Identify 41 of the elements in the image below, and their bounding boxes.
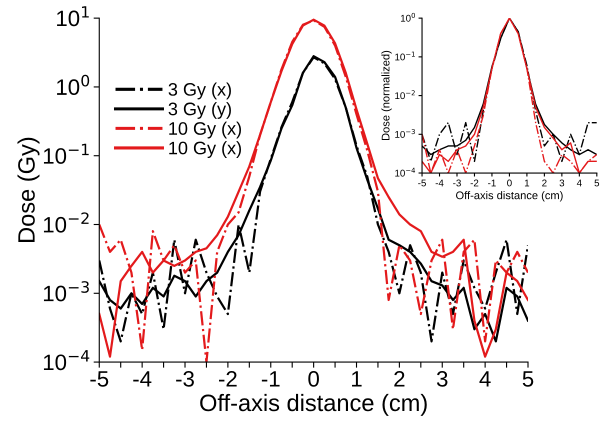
y-tick-label: 10$^{−4}$ xyxy=(44,350,90,370)
x-tick-label: -4 xyxy=(133,371,152,387)
y-tick-label: 10$^{1}$ xyxy=(57,6,89,26)
legend-label: 3 Gy (x) xyxy=(168,82,231,100)
x-tick-label: 4 xyxy=(576,180,582,186)
y-tick-label: 10$^{−1}$ xyxy=(44,144,89,164)
y-tick-label: 10$^{−4}$ xyxy=(395,168,416,177)
x-tick-label: 1 xyxy=(524,180,530,186)
x-tick-label: -5 xyxy=(418,180,426,186)
legend-label: 10 Gy (x) xyxy=(169,122,241,138)
x-axis-title: Off-axis distance (cm) xyxy=(456,191,563,202)
x-tick-label: 2 xyxy=(542,180,547,186)
x-tick-label: -3 xyxy=(176,370,194,387)
y-tick-label: 10$^{−2}$ xyxy=(395,90,415,100)
y-axis-title: Dose (Gy) xyxy=(17,138,40,242)
y-tick-label: 10$^{0}$ xyxy=(57,74,90,96)
x-tick-label: 0 xyxy=(507,180,512,186)
x-tick-label: 2 xyxy=(394,370,404,387)
x-tick-label: -2 xyxy=(218,370,237,387)
x-tick-label: -4 xyxy=(436,180,444,186)
y-tick-label: 10$^{0}$ xyxy=(400,12,416,22)
legend-label: 10 Gy (x) xyxy=(169,141,241,158)
x-tick-label: 1 xyxy=(352,371,362,387)
y-tick-label: 10$^{−3}$ xyxy=(44,281,89,302)
x-tick-label: -2 xyxy=(470,180,478,186)
x-tick-label: 0 xyxy=(308,370,319,387)
y-axis-title: Dose (normalized) xyxy=(381,50,392,140)
x-tick-label: 4 xyxy=(479,371,491,387)
x-tick-label: 5 xyxy=(522,371,534,387)
y-tick-label: 10$^{−3}$ xyxy=(395,128,415,138)
x-tick-label: -1 xyxy=(488,180,496,186)
y-tick-label: 10$^{−2}$ xyxy=(44,212,89,233)
x-tick-label: -1 xyxy=(262,371,280,387)
legend-label: 3 Gy (y) xyxy=(168,102,231,119)
x-tick-label: 3 xyxy=(436,370,448,387)
x-tick-label: -5 xyxy=(90,371,108,387)
x-axis-title: Off-axis distance (cm) xyxy=(200,394,427,416)
x-tick-label: 5 xyxy=(594,180,600,186)
y-tick-label: 10$^{−1}$ xyxy=(395,52,415,60)
x-tick-label: 3 xyxy=(560,180,564,186)
x-tick-label: -3 xyxy=(453,180,461,186)
